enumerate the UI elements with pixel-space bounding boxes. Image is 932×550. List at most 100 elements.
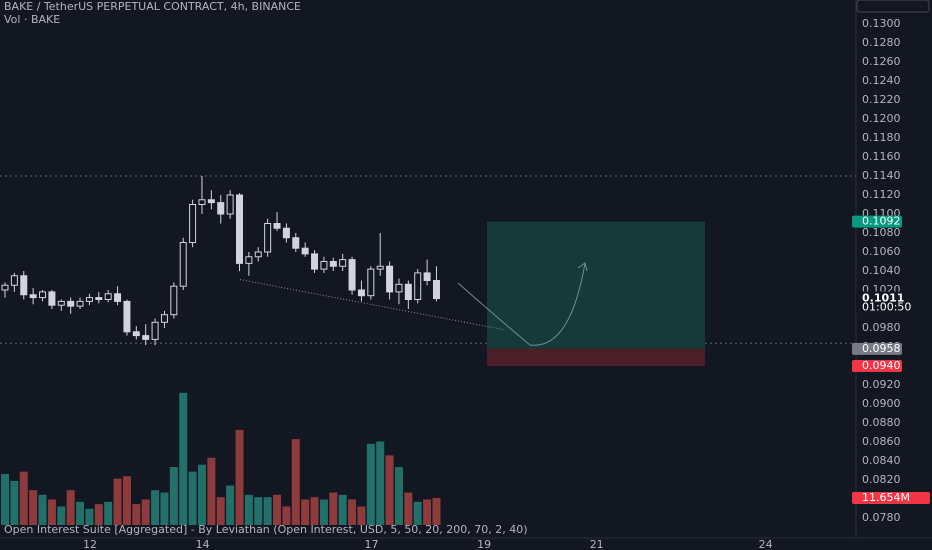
y-tick-label: 0.1040 bbox=[862, 264, 901, 277]
y-tick-label: 0.0860 bbox=[862, 435, 901, 448]
volume-bar bbox=[338, 494, 347, 525]
volume-bar bbox=[38, 494, 47, 525]
price-badge bbox=[852, 215, 902, 228]
volume-bar bbox=[432, 497, 441, 525]
candle-body bbox=[226, 194, 234, 215]
volume-bar bbox=[132, 504, 141, 525]
candle-body bbox=[198, 199, 206, 205]
candle-body bbox=[114, 293, 122, 302]
price-badge bbox=[852, 342, 902, 355]
y-tick-label: 0.0880 bbox=[862, 416, 901, 429]
volume-bar bbox=[160, 492, 169, 525]
y-tick-label: 0.0840 bbox=[862, 454, 901, 467]
volume-bar bbox=[376, 441, 385, 525]
projection-arrow bbox=[457, 262, 586, 346]
axis-button[interactable] bbox=[856, 0, 930, 13]
candle-body bbox=[404, 283, 412, 300]
volume-bar bbox=[423, 499, 432, 525]
volume-bar bbox=[385, 455, 394, 525]
candle-body bbox=[29, 294, 37, 299]
volume-bar bbox=[169, 467, 178, 525]
x-tick-label: 14 bbox=[196, 538, 210, 550]
candle-body bbox=[207, 199, 215, 204]
x-tick-label: 24 bbox=[759, 538, 773, 550]
candle-body bbox=[423, 272, 431, 281]
volume-bar bbox=[301, 499, 310, 525]
candle-body bbox=[273, 223, 281, 229]
candle-body bbox=[179, 242, 187, 287]
y-tick-label: 0.1060 bbox=[862, 245, 901, 258]
volume-badge-label: 11.654M bbox=[862, 491, 910, 504]
y-tick-label: 0.1140 bbox=[862, 169, 901, 182]
candle-body bbox=[95, 297, 103, 301]
candle-body bbox=[1, 284, 9, 291]
candle-body bbox=[39, 291, 47, 299]
candle-body bbox=[57, 300, 65, 306]
y-tick-label: 0.1180 bbox=[862, 131, 901, 144]
arrow-head bbox=[577, 262, 588, 272]
volume-bar bbox=[19, 471, 28, 525]
candle-body bbox=[329, 261, 337, 267]
volume-bar bbox=[244, 494, 253, 525]
y-tick-label: 0.0920 bbox=[862, 378, 901, 391]
volume-bar bbox=[188, 471, 197, 525]
volume-bar bbox=[357, 506, 366, 525]
volume-bar bbox=[216, 497, 225, 525]
y-tick-label: 0.1220 bbox=[862, 93, 901, 106]
y-tick-label: 0.1080 bbox=[862, 226, 901, 239]
price-badge-label: 0.0958 bbox=[862, 342, 901, 355]
volume-bar bbox=[113, 478, 122, 525]
volume-bar bbox=[319, 499, 328, 525]
y-tick-label: 0.1240 bbox=[862, 74, 901, 87]
volume-bar bbox=[85, 508, 94, 525]
candle-body bbox=[189, 204, 197, 243]
candle-body bbox=[104, 293, 112, 300]
volume-bar bbox=[404, 492, 413, 525]
volume-title: Vol · BAKE bbox=[4, 13, 60, 26]
candle-body bbox=[170, 285, 178, 316]
volume-bar bbox=[47, 499, 56, 525]
candle-body bbox=[386, 265, 394, 293]
volume-bar bbox=[235, 429, 244, 525]
y-tick-label: 0.1260 bbox=[862, 55, 901, 68]
candle-body bbox=[282, 227, 290, 239]
y-tick-label: 0.0980 bbox=[862, 321, 901, 334]
candle-body bbox=[151, 321, 159, 340]
volume-bar bbox=[273, 494, 282, 525]
volume-bar bbox=[226, 485, 235, 525]
volume-bar bbox=[104, 501, 113, 525]
countdown: 01:00:50 bbox=[862, 301, 911, 314]
candle-body bbox=[160, 314, 168, 323]
candle-body bbox=[320, 261, 328, 270]
y-tick-label: 0.1200 bbox=[862, 112, 901, 125]
candle-body bbox=[132, 331, 140, 337]
x-tick-label: 21 bbox=[590, 538, 604, 550]
target-zone bbox=[487, 221, 705, 349]
y-tick-label: 0.1160 bbox=[862, 150, 901, 163]
price-badge bbox=[856, 291, 906, 314]
candle-body bbox=[245, 256, 253, 264]
volume-bar bbox=[57, 506, 66, 525]
candle-body bbox=[348, 259, 356, 291]
candle-body bbox=[432, 280, 440, 300]
volume-bar bbox=[1, 473, 9, 525]
candle-body bbox=[48, 291, 56, 306]
x-tick-label: 17 bbox=[365, 538, 379, 550]
y-tick-label: 0.1280 bbox=[862, 36, 901, 49]
volume-bar bbox=[197, 464, 206, 525]
price-badge-label: 0.1092 bbox=[862, 215, 901, 228]
candle-body bbox=[414, 272, 422, 300]
volume-bar bbox=[179, 392, 188, 525]
stop-zone bbox=[487, 348, 705, 366]
volume-bar bbox=[76, 501, 85, 525]
volume-bar bbox=[10, 480, 19, 525]
candle-body bbox=[376, 265, 384, 270]
last-price: 0.1011 bbox=[862, 292, 904, 305]
volume-bar bbox=[151, 490, 160, 525]
volume-bar bbox=[329, 492, 338, 525]
volume-bar bbox=[94, 504, 103, 525]
candle-body bbox=[254, 251, 262, 258]
candle-body bbox=[301, 247, 309, 255]
volume-bar bbox=[122, 476, 131, 525]
